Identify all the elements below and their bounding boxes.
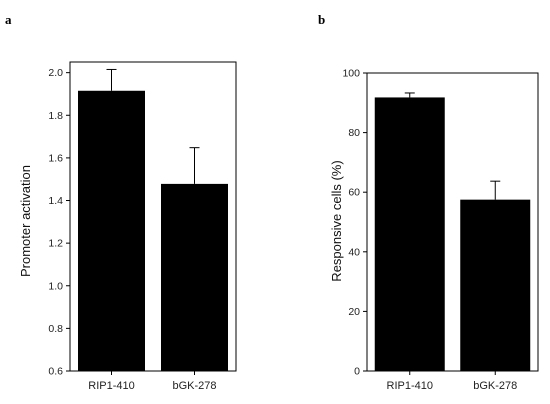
panel-b-plot-frame [366,72,539,372]
panel-b-y-tick-label: 80 [348,127,360,139]
panel-b-chart: b Responsive cells (%) 0 20 40 60 80 100 RIP1… [318,12,539,392]
panel-a-bar-0 [78,90,145,371]
panel-b-error-bar-0 [404,92,415,98]
panel-a-y-tick-label: 1.4 [48,195,63,207]
panel-a-y-tick-label: 0.8 [48,323,63,335]
panel-a-category-label-0: RIP1-410 [88,380,134,392]
panel-b-bar-1 [460,199,531,371]
panel-a-y-tick-label: 1.0 [48,280,63,292]
panel-b-category-labels: RIP1-410 bGK-278 [387,371,517,392]
panel-b-bar-0 [374,97,445,371]
panel-a-bar-1 [161,183,228,371]
panel-b-category-label-0: RIP1-410 [387,380,433,392]
panel-a-error-bars [106,68,200,184]
panel-b-bars [374,97,531,371]
panel-b-y-tick-label: 100 [342,68,360,80]
panel-b-error-bars [404,92,501,200]
panel-a-category-labels: RIP1-410 bGK-278 [88,371,217,392]
panel-a-y-tick-label: 1.2 [48,238,63,250]
panel-b-y-tick-label: 0 [354,366,360,378]
panel-a-y-tick-label: 1.6 [48,152,63,164]
panel-a-y-tick-label: 0.6 [48,366,63,378]
panel-a-error-bar-1 [189,147,200,184]
panel-a-chart: a Promoter activation 0.6 0.8 1.0 1.2 1.4 1.6… [5,12,237,392]
panel-b-y-tick-label: 20 [348,306,360,318]
panel-a-y-ticks: 0.6 0.8 1.0 1.2 1.4 1.6 1.8 2.0 [48,67,70,378]
panel-b-y-axis-title: Responsive cells (%) [329,160,344,281]
panel-a-label: a [5,12,12,27]
panel-a-bars [78,90,228,371]
panel-b-label: b [318,12,325,27]
panel-b-y-ticks: 0 20 40 60 80 100 [342,68,367,378]
panel-a-plot-frame [69,61,237,372]
panel-b-error-bar-1 [490,180,501,200]
panel-a-y-tick-label: 1.8 [48,110,63,122]
panel-a-category-label-1: bGK-278 [172,380,216,392]
panel-b-y-tick-label: 60 [348,187,360,199]
panel-a-y-axis-title: Promoter activation [18,165,33,277]
panel-a-y-tick-label: 2.0 [48,67,63,79]
panel-b-category-label-1: bGK-278 [473,380,517,392]
panel-a-error-bar-0 [106,68,117,91]
panel-b-y-tick-label: 40 [348,246,360,258]
